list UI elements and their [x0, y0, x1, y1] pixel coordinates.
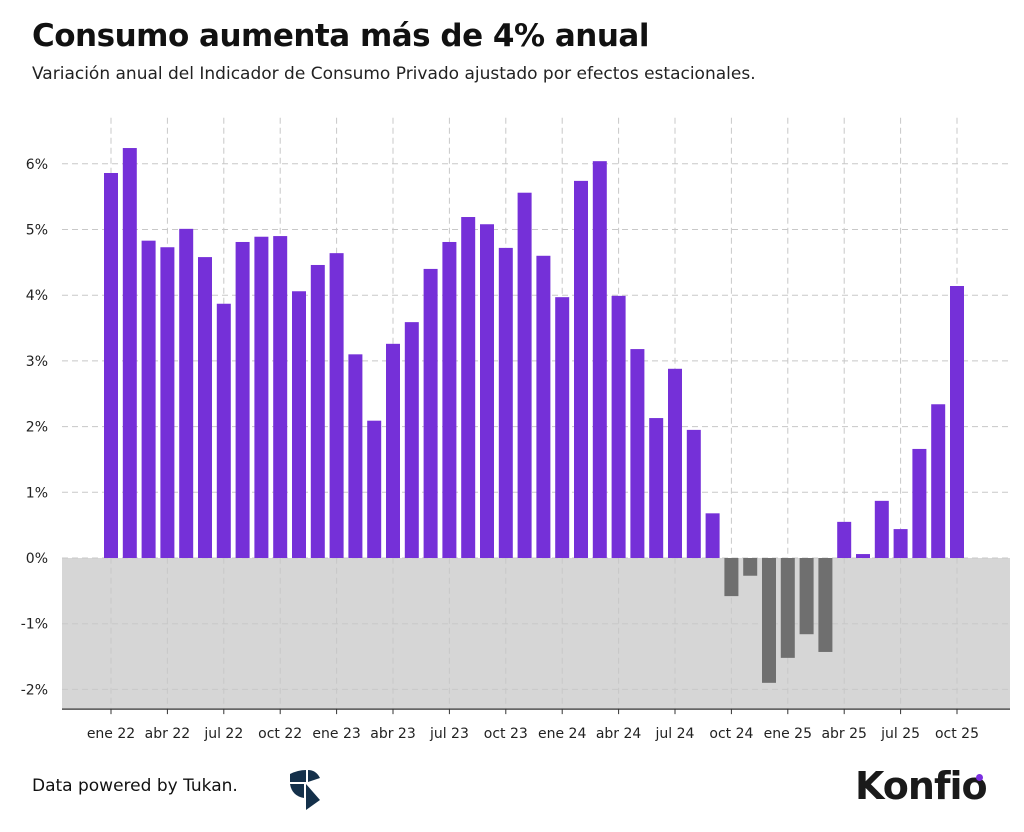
bar: [480, 224, 494, 558]
bar: [780, 558, 795, 658]
x-tick-label: abr 22: [145, 726, 191, 742]
bar: [686, 429, 701, 558]
bar: [630, 349, 645, 558]
bar: [574, 180, 588, 558]
bar: [160, 247, 175, 558]
x-tick-label: abr 25: [821, 726, 867, 742]
bar: [273, 236, 288, 558]
y-tick-label: 3%: [26, 354, 48, 370]
bar: [818, 558, 833, 652]
bar: [705, 513, 720, 558]
bar: [141, 240, 156, 558]
data-source: Data powered by Tukan.: [32, 776, 238, 796]
bar: [856, 554, 870, 558]
bar: [517, 192, 532, 558]
y-tick-label: 1%: [26, 485, 48, 501]
bar: [555, 297, 570, 558]
bar: [404, 322, 419, 558]
konfio-logo: Konfio: [855, 764, 988, 808]
bar: [668, 368, 682, 558]
tukan-logo-icon: [290, 770, 320, 810]
bar: [329, 253, 344, 559]
y-tick-label: 2%: [26, 420, 48, 436]
x-tick-label: abr 24: [596, 726, 642, 742]
x-tick-label: ene 24: [538, 726, 586, 742]
x-tick-label: oct 25: [935, 726, 979, 742]
bar: [423, 268, 438, 558]
bar: [367, 420, 382, 558]
x-tick-label: jul 25: [880, 726, 920, 742]
bar: [461, 217, 476, 558]
bar: [536, 255, 551, 558]
bar: [874, 500, 889, 558]
bar: [442, 241, 457, 558]
bar-chart: -2% -1% 0% 1% 2% 3% 4% 5% 6% ene 22 abr 22 jul 22 oc…: [21, 117, 1010, 742]
bar: [348, 354, 363, 558]
bar: [592, 161, 607, 558]
bar: [912, 448, 927, 558]
bar: [799, 558, 814, 635]
y-tick-label: 6%: [26, 157, 48, 173]
bar: [254, 236, 269, 559]
y-tick-label: 0%: [26, 551, 48, 567]
bar: [179, 228, 194, 558]
bar: [931, 404, 946, 558]
bar: [837, 521, 852, 558]
bar: [216, 303, 231, 558]
bar: [292, 291, 306, 558]
bar: [235, 241, 250, 558]
x-tick-label: abr 23: [370, 726, 416, 742]
x-tick-label: jul 22: [203, 726, 243, 742]
bar: [950, 286, 964, 558]
bar: [310, 264, 325, 558]
bar: [122, 148, 137, 559]
bar: [743, 558, 758, 576]
bar: [649, 418, 664, 558]
y-tick-label: 4%: [26, 288, 48, 304]
x-tick-label: jul 24: [655, 726, 695, 742]
bar: [611, 295, 626, 558]
x-tick-label: oct 22: [258, 726, 302, 742]
x-tick-label: ene 22: [87, 726, 135, 742]
x-tick-label: oct 23: [484, 726, 528, 742]
bar: [104, 172, 118, 559]
x-tick-label: jul 23: [429, 726, 469, 742]
y-tick-label: -2%: [21, 682, 48, 698]
negative-area: [62, 558, 1010, 710]
bar: [198, 257, 212, 558]
y-tick-label: -1%: [21, 617, 48, 633]
chart-title: Consumo aumenta más de 4% anual: [32, 18, 649, 54]
bar: [893, 529, 908, 558]
x-tick-label: oct 24: [709, 726, 753, 742]
y-tick-label: 5%: [26, 223, 48, 239]
bar: [386, 343, 400, 558]
konfio-logo-dot: [976, 774, 983, 781]
x-tick-label: ene 23: [312, 726, 360, 742]
bar: [762, 558, 776, 683]
x-tick-label: ene 25: [764, 726, 812, 742]
chart-subtitle: Variación anual del Indicador de Consumo…: [32, 64, 756, 84]
bar: [724, 558, 739, 597]
bar: [498, 247, 513, 558]
